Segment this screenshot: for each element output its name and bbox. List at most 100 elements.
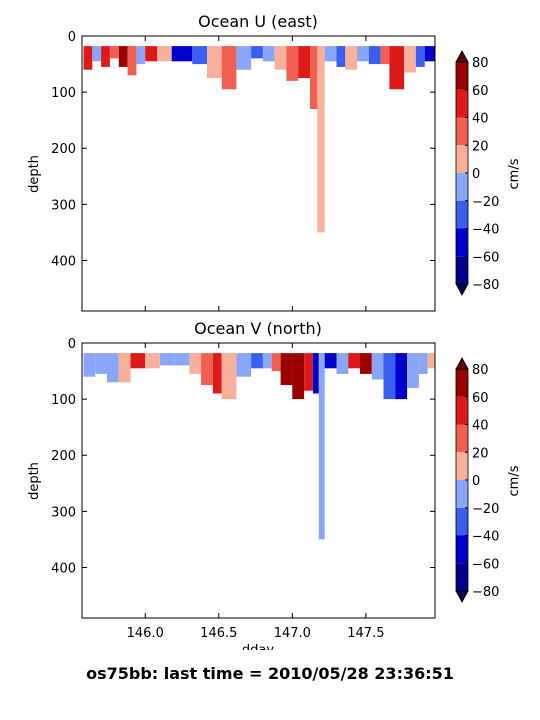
colorbar-level-2 bbox=[456, 507, 468, 536]
plot-frame bbox=[81, 35, 436, 312]
colorbar-level-1 bbox=[456, 535, 468, 564]
data-column-27 bbox=[395, 353, 408, 400]
y-tick-label: 200 bbox=[51, 449, 76, 464]
y-axis-label-v: depth bbox=[27, 462, 42, 500]
y-tick-label: 400 bbox=[51, 561, 76, 576]
x-tick-label: 147.0 bbox=[274, 626, 311, 641]
y-tick-label: 0 bbox=[68, 30, 76, 45]
chart-title-u: Ocean U (east) bbox=[198, 12, 318, 31]
data-column-17 bbox=[286, 46, 299, 81]
plot-area-v: 0 100 200 300 400 146.0 146.5 147.0 147.5 bbox=[51, 337, 436, 641]
figure-footer: os75bb: last time = 2010/05/28 23:36:51 bbox=[86, 664, 454, 683]
data-column-27 bbox=[389, 46, 405, 90]
colorbar-tick-label: 0 bbox=[472, 474, 480, 489]
data-column-18 bbox=[304, 353, 313, 391]
colorbar-u: 80 60 40 20 0 −20 −40 −60 −80 bbox=[455, 50, 499, 296]
data-column-29 bbox=[418, 353, 428, 374]
data-column-28 bbox=[407, 353, 419, 388]
data-column-4 bbox=[130, 353, 146, 369]
colorbar-tick-label: −40 bbox=[472, 530, 499, 545]
data-column-16 bbox=[280, 353, 293, 386]
panel-ocean-v: Ocean V (north) depth dday 0100200300400… bbox=[27, 319, 522, 650]
colorbar-tick-label: 0 bbox=[472, 167, 480, 182]
colorbar-level-3 bbox=[456, 480, 468, 508]
colorbar-level-4 bbox=[456, 452, 468, 480]
colorbar-label-v: cm/s bbox=[507, 465, 522, 496]
colorbar-extend-max bbox=[455, 357, 469, 370]
y-axis-label-u: depth bbox=[27, 155, 42, 193]
y-tick-label: 100 bbox=[51, 86, 76, 101]
data-column-12 bbox=[236, 353, 252, 377]
data-column-22 bbox=[336, 46, 346, 67]
colorbar-level-2 bbox=[456, 200, 468, 229]
colorbar-tick-label: 40 bbox=[472, 112, 489, 127]
data-column-0 bbox=[83, 353, 96, 377]
y-tick-label: 0 bbox=[68, 337, 76, 352]
y-tick-label: 300 bbox=[51, 198, 76, 213]
data-column-4 bbox=[118, 46, 128, 67]
data-column-25 bbox=[368, 46, 381, 65]
data-column-26 bbox=[380, 46, 390, 65]
data-column-11 bbox=[207, 46, 222, 79]
colorbar-tick-label: 80 bbox=[472, 56, 489, 71]
data-column-11 bbox=[221, 353, 237, 400]
plot-area-u: 0 100 200 300 400 bbox=[51, 30, 436, 312]
data-column-22 bbox=[336, 353, 349, 374]
data-column-26 bbox=[383, 353, 396, 400]
data-column-24 bbox=[357, 46, 369, 62]
data-column-29 bbox=[415, 46, 425, 67]
colorbar-tick-label: −40 bbox=[472, 223, 499, 238]
data-column-0 bbox=[83, 46, 93, 70]
data-column-19 bbox=[310, 46, 318, 109]
data-column-8 bbox=[189, 353, 202, 374]
colorbar-tick-label: 60 bbox=[472, 391, 489, 406]
data-column-13 bbox=[251, 353, 263, 369]
data-column-21 bbox=[324, 46, 337, 62]
data-column-3 bbox=[118, 353, 131, 383]
data-column-17 bbox=[292, 353, 305, 400]
data-column-16 bbox=[274, 46, 287, 70]
data-column-15 bbox=[262, 46, 275, 62]
y-tick-label: 200 bbox=[51, 142, 76, 157]
colorbar-level-6 bbox=[456, 89, 468, 118]
colorbar-tick-label: 20 bbox=[472, 139, 489, 154]
data-column-30 bbox=[427, 353, 435, 369]
colorbar-tick-label: −20 bbox=[472, 195, 499, 210]
colorbar-level-3 bbox=[456, 173, 468, 201]
plot-frame bbox=[81, 342, 436, 619]
x-tick-label: 146.5 bbox=[200, 626, 237, 641]
data-column-19 bbox=[312, 353, 319, 394]
data-column-1 bbox=[95, 353, 107, 374]
data-column-14 bbox=[251, 46, 263, 59]
data-column-21 bbox=[324, 353, 337, 369]
data-column-23 bbox=[348, 353, 360, 369]
data-column-24 bbox=[360, 353, 372, 374]
colorbar-label-u: cm/s bbox=[507, 158, 522, 189]
colorbar-level-5 bbox=[456, 424, 468, 453]
colorbar-tick-label: 40 bbox=[472, 419, 489, 434]
data-column-13 bbox=[236, 46, 252, 70]
data-column-15 bbox=[271, 353, 281, 372]
colorbar-level-0 bbox=[456, 256, 468, 284]
colorbar-extend-min bbox=[455, 283, 469, 296]
data-column-9 bbox=[171, 46, 193, 62]
data-column-8 bbox=[157, 46, 172, 62]
data-column-28 bbox=[404, 46, 416, 73]
data-column-25 bbox=[371, 353, 384, 380]
colorbar-level-4 bbox=[456, 145, 468, 173]
data-column-5 bbox=[127, 46, 137, 76]
colorbar-tick-label: 60 bbox=[472, 84, 489, 99]
colorbar-tick-label: 80 bbox=[472, 363, 489, 378]
colorbar-tick-label: −20 bbox=[472, 502, 499, 517]
x-axis-label: dday bbox=[242, 643, 274, 650]
chart-title-v: Ocean V (north) bbox=[194, 319, 322, 338]
x-tick-label: 147.5 bbox=[347, 626, 384, 641]
data-column-6 bbox=[160, 353, 175, 366]
colorbar-tick-label: −60 bbox=[472, 250, 499, 265]
data-column-2 bbox=[101, 46, 110, 67]
colorbar-tick-label: −80 bbox=[472, 585, 499, 600]
data-column-9 bbox=[201, 353, 213, 386]
colorbar-tick-label: −80 bbox=[472, 278, 499, 293]
data-column-3 bbox=[109, 46, 119, 59]
